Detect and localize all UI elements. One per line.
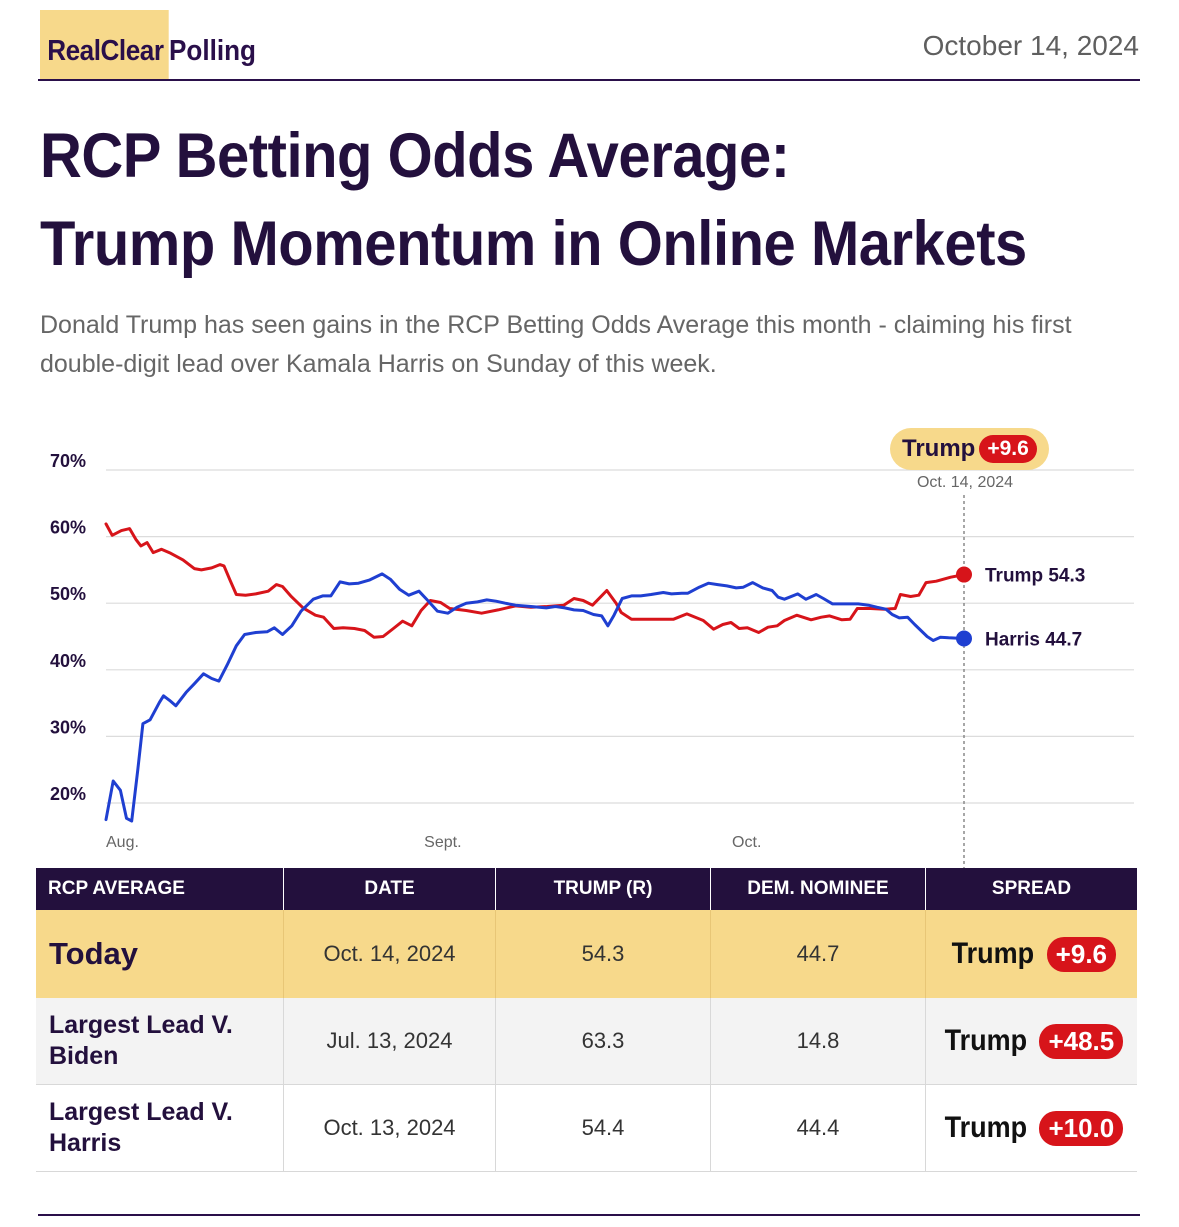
logo-polling: Polling xyxy=(169,35,257,67)
spread-value-pill: +10.0 xyxy=(1039,1110,1124,1146)
y-tick-label: 50% xyxy=(50,584,86,604)
harris-end-label: Harris 44.7 xyxy=(985,629,1082,650)
header-date: October 14, 2024 xyxy=(922,30,1139,61)
title-line-2: Trump Momentum in Online Markets xyxy=(40,209,1027,279)
row-dem-value: 14.8 xyxy=(710,998,926,1085)
y-tick-label: 70% xyxy=(50,451,86,471)
row-label: Largest Lead V. Harris xyxy=(36,1084,284,1172)
callout-badge: Trump +9.6 xyxy=(890,428,1049,470)
trump-line xyxy=(104,522,966,639)
harris-end-point xyxy=(956,630,972,647)
callout-spread: +9.6 xyxy=(979,435,1037,463)
harris-line xyxy=(104,572,966,823)
row-spread: Trump +10.0 xyxy=(925,1084,1137,1172)
chart-end-labels: Trump 54.3 Harris 44.7 xyxy=(985,566,1085,651)
row-dem-value: 44.7 xyxy=(710,910,926,998)
trump-end-point xyxy=(956,566,972,583)
spread-value-pill: +48.5 xyxy=(1039,1023,1124,1059)
row-date: Oct. 14, 2024 xyxy=(283,910,496,998)
y-tick-label: 60% xyxy=(50,518,86,538)
trump-end-label: Trump 54.3 xyxy=(985,566,1085,587)
col-header-trump: TRUMP (R) xyxy=(495,868,711,910)
row-trump-value: 54.3 xyxy=(495,910,711,998)
realclear-polling-logo[interactable]: RealClear Polling xyxy=(40,10,266,80)
rcp-average-table: RCP AVERAGE DATE TRUMP (R) DEM. NOMINEE … xyxy=(36,868,1137,1172)
callout-date: Oct. 14, 2024 xyxy=(916,474,1014,491)
y-tick-label: 30% xyxy=(50,717,86,737)
row-trump-value: 63.3 xyxy=(495,998,711,1085)
row-label: Today xyxy=(36,910,284,998)
x-tick-label: Oct. xyxy=(732,834,761,851)
spread-name: Trump xyxy=(944,1024,1027,1057)
x-tick-label: Sept. xyxy=(424,834,461,851)
col-header-spread: SPREAD xyxy=(925,868,1137,910)
chart-gridlines xyxy=(106,469,1134,804)
y-axis: 70% 60% 50% 40% 30% 20% xyxy=(50,451,86,804)
spread-value-pill: +9.6 xyxy=(1046,936,1116,972)
row-dem-value: 44.4 xyxy=(710,1084,926,1172)
betting-odds-line-chart: 70% 60% 50% 40% 30% 20% Aug. Sept. Oct. Trump 5… xyxy=(50,451,1134,868)
table-row: Largest Lead V. Harris Oct. 13, 2024 54.… xyxy=(36,1084,1137,1172)
spread-name: Trump xyxy=(951,937,1035,970)
col-header-rcp-average: RCP AVERAGE xyxy=(36,868,284,910)
row-label: Largest Lead V. Biden xyxy=(36,998,284,1085)
row-spread: Trump +48.5 xyxy=(925,998,1137,1085)
row-spread: Trump +9.6 xyxy=(925,910,1137,998)
table-row: Today Oct. 14, 2024 54.3 44.7 Trump +9.6 xyxy=(36,910,1137,998)
x-axis: Aug. Sept. Oct. xyxy=(106,834,761,851)
footer-divider xyxy=(38,1214,1140,1216)
spread-name: Trump xyxy=(944,1111,1027,1144)
y-tick-label: 20% xyxy=(50,784,86,804)
row-date: Jul. 13, 2024 xyxy=(283,998,496,1085)
subtitle: Donald Trump has seen gains in the RCP B… xyxy=(40,311,1072,378)
logo-realclear: RealClear xyxy=(40,10,169,80)
page-title: RCP Betting Odds Average: Trump Momentum… xyxy=(40,112,1061,288)
chart-series xyxy=(104,522,972,823)
row-trump-value: 54.4 xyxy=(495,1084,711,1172)
callout-name: Trump xyxy=(902,435,976,462)
col-header-date: DATE xyxy=(283,868,496,910)
col-header-dem-nominee: DEM. NOMINEE xyxy=(710,868,926,910)
table-header-row: RCP AVERAGE DATE TRUMP (R) DEM. NOMINEE … xyxy=(36,868,1137,910)
header-divider xyxy=(38,79,1140,81)
title-line-1: RCP Betting Odds Average: xyxy=(40,121,790,191)
y-tick-label: 40% xyxy=(50,651,86,671)
x-tick-label: Aug. xyxy=(106,834,139,851)
table-row: Largest Lead V. Biden Jul. 13, 2024 63.3… xyxy=(36,998,1137,1085)
row-date: Oct. 13, 2024 xyxy=(283,1084,496,1172)
